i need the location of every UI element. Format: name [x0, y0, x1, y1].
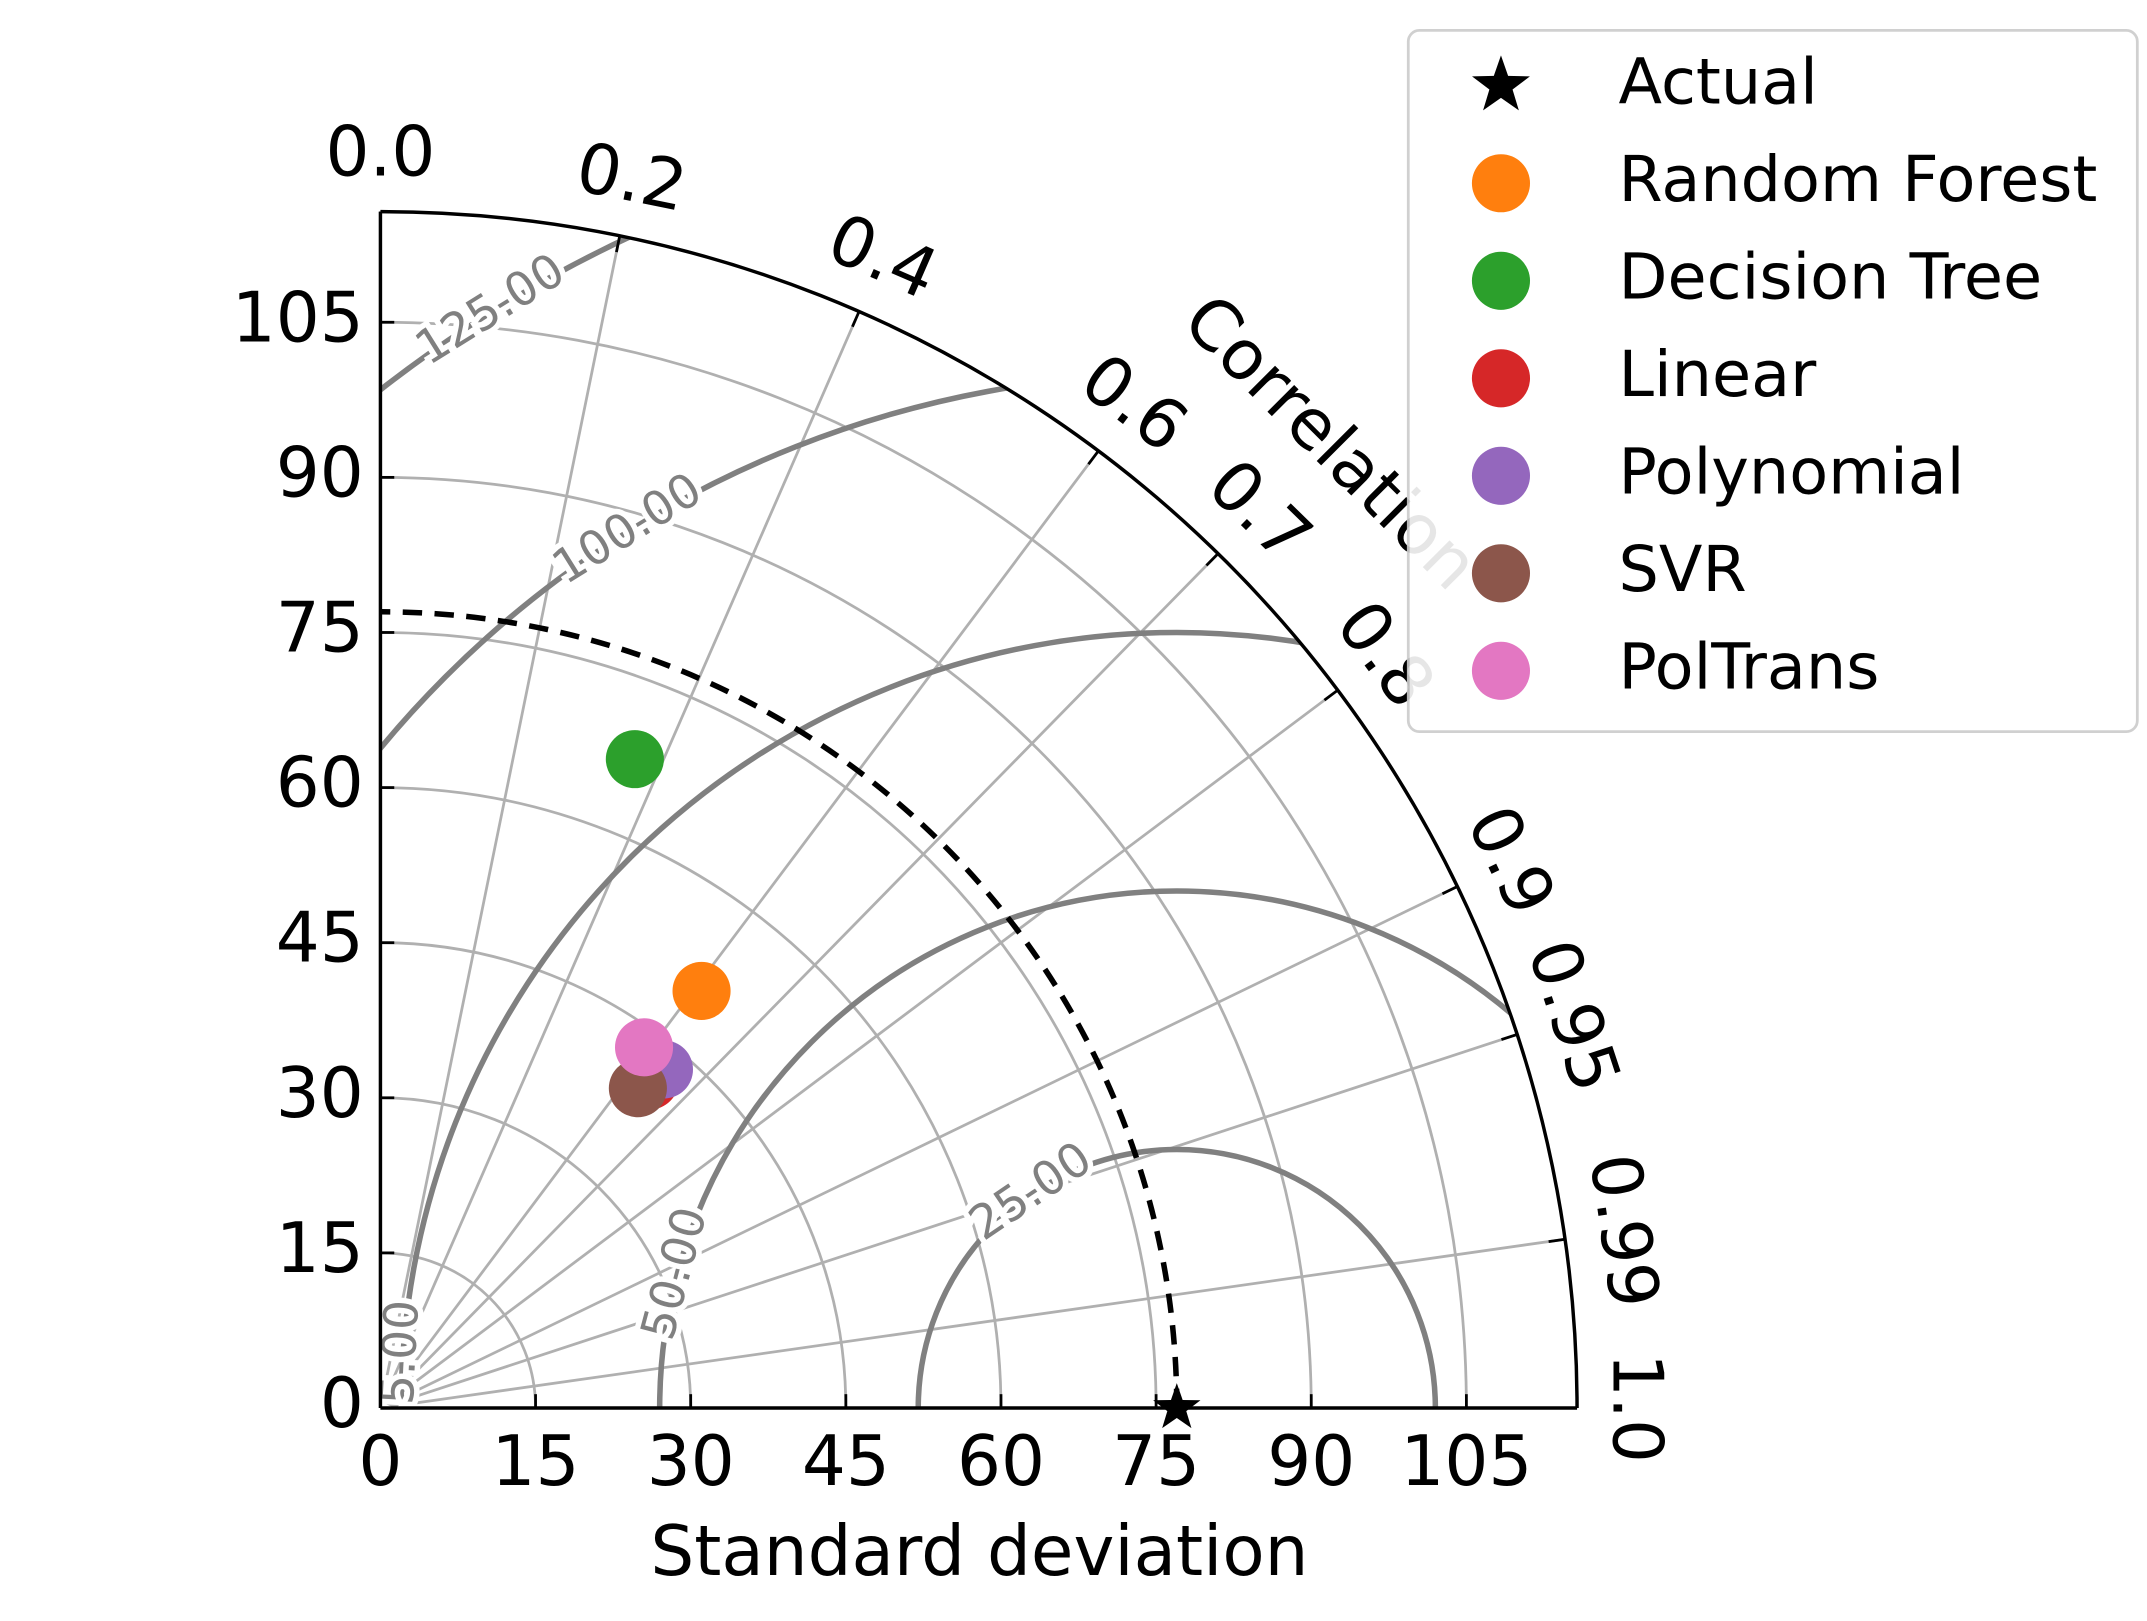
rmsd-contour: [915, 1146, 1439, 1409]
corr-tick: [1205, 552, 1220, 567]
y-tick-label: 90: [276, 433, 364, 513]
outer-rim: [380, 209, 1579, 1409]
grid-arc: [380, 941, 848, 1409]
corr-tick-label: 0.6: [1066, 338, 1202, 468]
legend-marker: [1472, 55, 1530, 111]
x-tick-label: 0: [358, 1422, 402, 1502]
corr-tick: [851, 310, 861, 328]
reference-arc: [380, 609, 1180, 1409]
y-tick-label: 45: [276, 899, 364, 979]
corr-tick-label: 1.0: [1596, 1353, 1676, 1463]
grid-arc: [380, 1096, 693, 1409]
y-tick-label: 60: [276, 744, 364, 824]
corr-tick: [1501, 1033, 1518, 1041]
x-tick-label: 45: [802, 1422, 890, 1502]
legend-box: [1406, 29, 2139, 734]
x-axis-label: Standard deviation: [650, 1512, 1308, 1592]
corr-tick-label: 0.0: [325, 112, 435, 192]
x-tick-label: 90: [1267, 1422, 1355, 1502]
legend-label: Decision Tree: [1619, 240, 2043, 314]
corr-tick: [1087, 450, 1100, 466]
grid-radial: [380, 689, 1339, 1409]
legend-marker: [1471, 641, 1531, 700]
x-tick-label: 60: [957, 1422, 1045, 1502]
corr-tick: [1441, 885, 1458, 895]
reference-point: [1153, 1383, 1201, 1429]
x-tick-label: 105: [1400, 1422, 1532, 1502]
grid-arc: [380, 475, 1313, 1409]
rmsd-label: 125.00: [406, 242, 575, 376]
legend-marker: [1471, 154, 1531, 213]
legend-label: Random Forest: [1619, 143, 2098, 217]
data-point: [605, 730, 664, 789]
legend-label: SVR: [1619, 533, 1747, 607]
corr-tick: [1548, 1237, 1566, 1243]
grid-radial: [380, 1237, 1566, 1409]
corr-tick-label: 0.4: [816, 199, 949, 316]
grid-radial: [380, 885, 1458, 1409]
y-tick-label: 30: [276, 1054, 364, 1134]
grid-radial: [380, 552, 1220, 1409]
grid-radial: [380, 450, 1100, 1409]
grid-radial: [380, 235, 622, 1409]
y-tick-label: 75: [276, 589, 364, 669]
x-tick-label: 30: [647, 1422, 735, 1502]
x-tick-label: 15: [492, 1422, 580, 1502]
corr-tick-label: 0.99: [1573, 1149, 1674, 1313]
y-tick-label: 15: [276, 1209, 364, 1289]
legend-label: Polynomial: [1619, 435, 1965, 509]
data-point: [614, 1018, 674, 1077]
data-point: [672, 961, 731, 1020]
legend-label: Actual: [1619, 45, 1818, 119]
rmsd-label: 75.00: [368, 1299, 430, 1436]
y-tick-label: 105: [232, 278, 364, 358]
x-tick-label: 75: [1112, 1422, 1200, 1502]
legend-label: Linear: [1619, 338, 1818, 412]
corr-tick-label: 0.2: [570, 128, 694, 228]
legend-marker: [1471, 349, 1531, 408]
legend-marker: [1471, 446, 1531, 505]
legend-label: PolTrans: [1619, 630, 1880, 704]
rmsd-label: 25.00: [959, 1131, 1101, 1252]
y-tick-label: 0: [320, 1364, 364, 1444]
legend-marker: [1471, 544, 1531, 603]
legend-marker: [1471, 251, 1531, 310]
grid-arc: [380, 631, 1158, 1409]
grid-arc: [380, 320, 1468, 1409]
rmsd-contour: [398, 629, 1578, 1409]
rmsd-contour: [656, 888, 1578, 1409]
rmsd-label: 50.00: [630, 1201, 718, 1345]
grid-radial: [380, 310, 861, 1409]
grid-arc: [380, 786, 1003, 1409]
corr-tick: [615, 235, 622, 253]
corr-tick: [1323, 689, 1339, 702]
grid-radial: [380, 1033, 1518, 1409]
